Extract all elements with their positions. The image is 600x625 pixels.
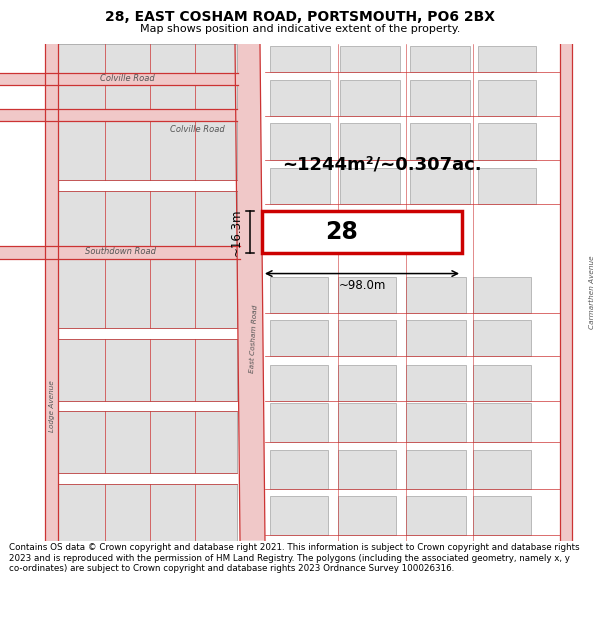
Bar [270,168,330,204]
Bar [58,339,237,401]
Text: Carmarthen Avenue: Carmarthen Avenue [589,256,595,329]
Bar [58,191,237,246]
Bar [406,403,466,442]
Bar [410,124,470,159]
Bar [270,496,328,536]
Bar [406,320,466,356]
Bar [340,124,400,159]
Bar [410,46,470,72]
Bar [473,403,531,442]
Bar [270,364,328,401]
Bar [340,80,400,116]
Text: Contains OS data © Crown copyright and database right 2021. This information is : Contains OS data © Crown copyright and d… [9,543,580,573]
Bar [262,211,462,253]
Bar [478,46,536,72]
Bar [58,411,237,473]
Bar [270,80,330,116]
Bar [410,168,470,204]
Bar [338,364,396,401]
Bar [473,277,531,313]
Bar [270,46,330,72]
Bar [270,403,328,442]
Text: ~16.3m: ~16.3m [230,208,243,256]
Bar [473,320,531,356]
Bar [478,168,536,204]
Bar [270,277,328,313]
Polygon shape [45,44,58,541]
Bar [58,44,237,72]
Text: Colville Road: Colville Road [170,125,225,134]
Bar [58,259,237,328]
Bar [338,320,396,356]
Bar [406,449,466,489]
Bar [58,121,237,181]
Text: 28, EAST COSHAM ROAD, PORTSMOUTH, PO6 2BX: 28, EAST COSHAM ROAD, PORTSMOUTH, PO6 2B… [105,9,495,24]
Bar [478,80,536,116]
Bar [58,484,237,541]
Text: Map shows position and indicative extent of the property.: Map shows position and indicative extent… [140,24,460,34]
Bar [340,168,400,204]
Bar [406,364,466,401]
Text: Southdown Road: Southdown Road [85,248,156,256]
Bar [473,496,531,536]
Bar [473,449,531,489]
Bar [473,364,531,401]
Bar [270,124,330,159]
Bar [338,277,396,313]
Text: Lodge Avenue: Lodge Avenue [49,380,55,432]
Polygon shape [0,246,240,259]
Text: Colville Road: Colville Road [100,74,155,84]
Bar [338,496,396,536]
Text: ~1244m²/~0.307ac.: ~1244m²/~0.307ac. [282,156,482,174]
Polygon shape [235,44,265,541]
Bar [410,80,470,116]
Bar [58,85,237,109]
Bar [406,277,466,313]
Polygon shape [0,72,238,85]
Polygon shape [0,109,237,121]
Bar [340,46,400,72]
Text: ~98.0m: ~98.0m [338,279,386,292]
Bar [338,403,396,442]
Bar [270,320,328,356]
Text: East Cosham Road: East Cosham Road [249,304,259,373]
Bar [478,124,536,159]
Polygon shape [560,44,572,541]
Bar [406,496,466,536]
Bar [270,449,328,489]
Text: 28: 28 [326,220,358,244]
Bar [338,449,396,489]
